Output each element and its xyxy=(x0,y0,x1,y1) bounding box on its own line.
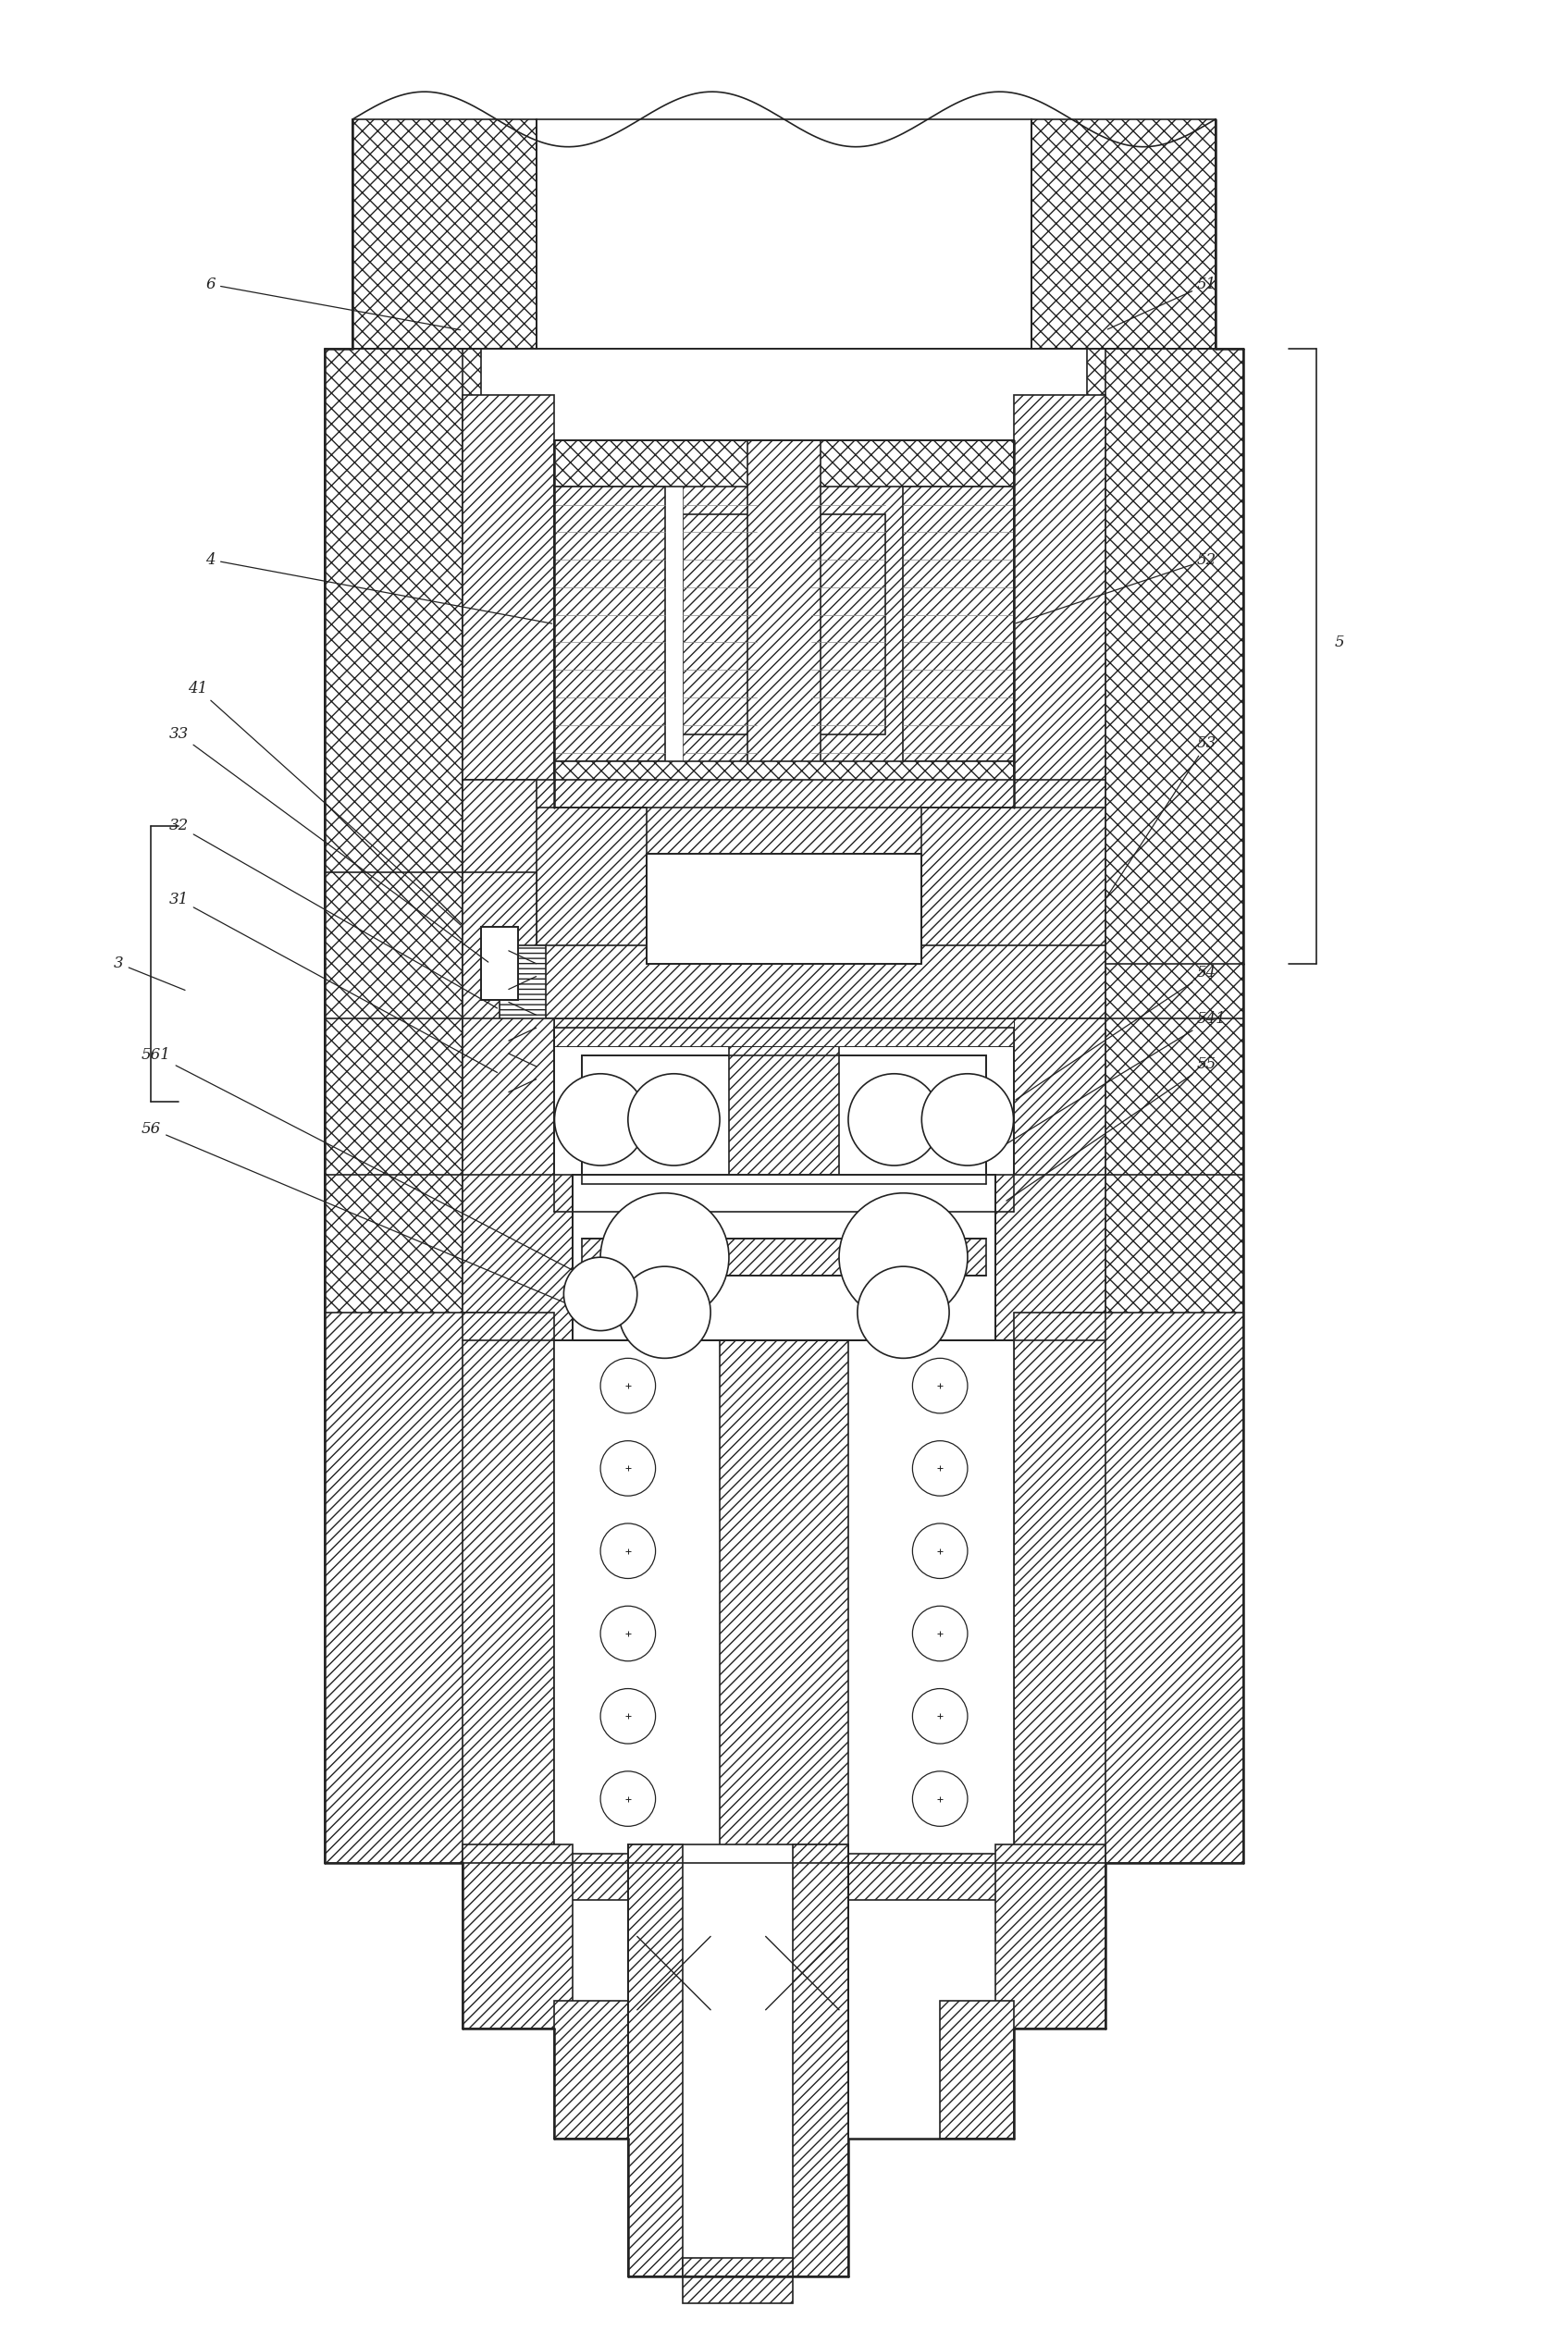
Bar xyxy=(996,1175,1105,1340)
Bar xyxy=(1087,350,1215,487)
Bar xyxy=(996,1844,1105,2028)
Bar xyxy=(665,487,684,762)
Bar xyxy=(1013,394,1105,900)
Circle shape xyxy=(913,1688,967,1744)
Circle shape xyxy=(913,1441,967,1497)
Bar xyxy=(463,781,1105,1019)
Text: 55: 55 xyxy=(1007,1056,1217,1200)
Circle shape xyxy=(601,1441,655,1497)
Bar xyxy=(353,119,536,350)
Text: 56: 56 xyxy=(141,1121,607,1322)
Bar xyxy=(646,853,922,963)
Bar xyxy=(941,2000,1013,2138)
Bar xyxy=(720,1340,848,1862)
Bar xyxy=(555,762,1013,807)
Text: 541: 541 xyxy=(988,1012,1226,1154)
Circle shape xyxy=(601,1606,655,1662)
Bar xyxy=(555,1028,1013,1212)
Circle shape xyxy=(601,1772,655,1825)
Circle shape xyxy=(619,1266,710,1359)
Bar xyxy=(481,928,517,1000)
Text: 51: 51 xyxy=(1107,277,1217,329)
Bar xyxy=(1105,1175,1243,1340)
Bar xyxy=(463,1312,555,1862)
Bar xyxy=(463,1019,555,1221)
Bar xyxy=(1105,441,1243,1403)
Circle shape xyxy=(913,1606,967,1662)
Circle shape xyxy=(627,1075,720,1166)
Circle shape xyxy=(564,1256,637,1331)
Bar xyxy=(555,2000,627,2138)
Bar xyxy=(582,1056,986,1184)
Bar xyxy=(1105,350,1243,963)
Text: 32: 32 xyxy=(169,818,497,1009)
Circle shape xyxy=(839,1193,967,1322)
Circle shape xyxy=(913,1524,967,1578)
Bar xyxy=(353,441,1215,487)
Text: 53: 53 xyxy=(1107,737,1217,897)
Circle shape xyxy=(601,1193,729,1322)
Circle shape xyxy=(913,1772,967,1825)
Bar xyxy=(729,1019,839,1221)
Bar xyxy=(812,513,884,734)
Text: 54: 54 xyxy=(1016,965,1217,1100)
Bar xyxy=(1013,1019,1105,1221)
Bar xyxy=(1032,119,1215,350)
Text: 33: 33 xyxy=(169,727,488,963)
Bar xyxy=(555,487,665,762)
Text: 561: 561 xyxy=(141,1047,616,1294)
Bar xyxy=(325,1312,508,1862)
Text: 5: 5 xyxy=(1334,634,1344,650)
Bar xyxy=(684,513,756,734)
Circle shape xyxy=(601,1524,655,1578)
Bar xyxy=(463,781,536,946)
Bar xyxy=(500,946,546,1110)
Bar xyxy=(463,1844,572,2028)
Bar xyxy=(582,1238,986,1275)
Text: 4: 4 xyxy=(205,552,552,625)
Bar xyxy=(463,872,536,1128)
Bar xyxy=(463,807,646,946)
Bar xyxy=(536,119,1032,350)
Bar xyxy=(684,2259,793,2303)
Bar xyxy=(325,872,463,1128)
Bar xyxy=(555,1019,1013,1047)
Circle shape xyxy=(601,1688,655,1744)
Bar xyxy=(1105,1019,1243,1221)
Bar xyxy=(555,441,1013,487)
Bar xyxy=(463,394,555,900)
Circle shape xyxy=(601,1359,655,1413)
Bar xyxy=(325,350,463,963)
Circle shape xyxy=(913,1359,967,1413)
Bar xyxy=(555,459,1013,807)
Bar xyxy=(325,441,463,1403)
Circle shape xyxy=(848,1075,941,1166)
Text: 31: 31 xyxy=(169,890,497,1072)
Text: 3: 3 xyxy=(114,956,185,991)
Bar xyxy=(793,1844,848,2275)
Bar xyxy=(1060,1312,1243,1862)
Bar xyxy=(903,487,1013,762)
Bar xyxy=(555,1340,1013,1862)
Bar xyxy=(627,1844,684,2275)
Bar xyxy=(922,807,1105,946)
Circle shape xyxy=(858,1266,949,1359)
Bar xyxy=(325,1175,463,1340)
Text: 52: 52 xyxy=(1016,552,1217,622)
Text: 41: 41 xyxy=(188,681,461,925)
Bar xyxy=(353,350,481,487)
Bar xyxy=(627,1844,848,2275)
Bar xyxy=(572,1175,996,1340)
Circle shape xyxy=(922,1075,1013,1166)
Bar xyxy=(748,441,820,807)
Bar xyxy=(325,1019,463,1221)
Circle shape xyxy=(555,1075,646,1166)
Bar xyxy=(463,1175,572,1340)
Bar xyxy=(1013,1312,1105,1862)
Bar xyxy=(463,1853,1105,1900)
Text: 6: 6 xyxy=(205,277,461,331)
